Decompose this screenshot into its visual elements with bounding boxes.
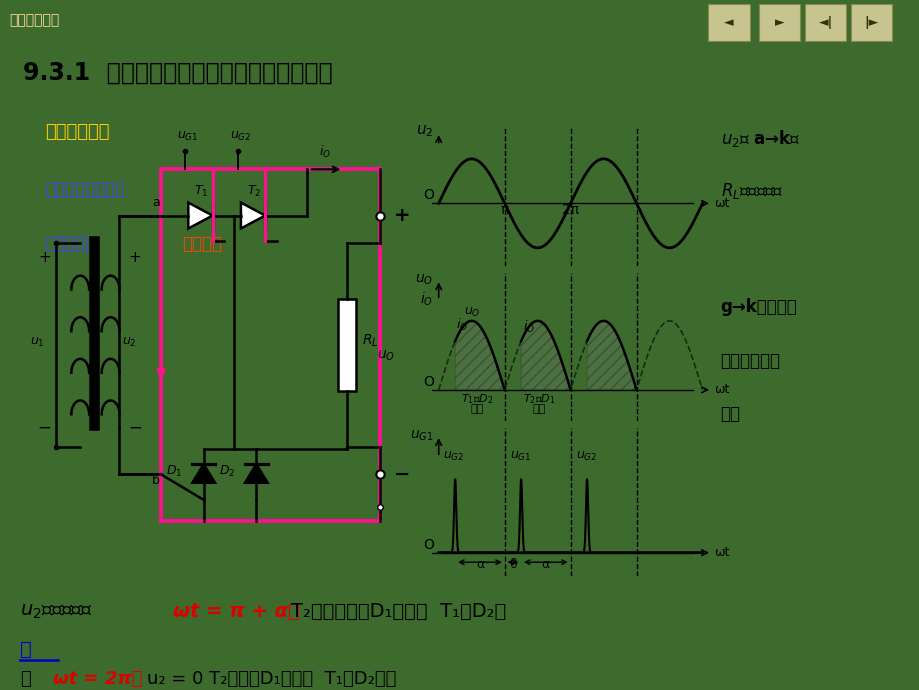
Text: $u_{G1}$: $u_{G1}$: [410, 428, 433, 443]
Text: $D_2$: $D_2$: [219, 464, 235, 479]
Text: $u_O$: $u_O$: [414, 273, 433, 287]
Text: $u_{G2}$: $u_{G2}$: [230, 130, 251, 144]
Text: 导通: 导通: [532, 404, 546, 414]
Text: a: a: [153, 197, 160, 209]
Text: 导通: 导通: [470, 404, 483, 414]
Text: O: O: [423, 375, 434, 389]
Text: π: π: [500, 204, 508, 217]
Text: $u_{G2}$: $u_{G2}$: [443, 450, 464, 463]
Text: $D_1$: $D_1$: [166, 464, 183, 479]
Text: +: +: [393, 206, 410, 225]
Text: 2π: 2π: [562, 204, 579, 217]
Bar: [850, 3, 891, 41]
Text: −: −: [393, 465, 410, 484]
Text: O: O: [423, 538, 434, 552]
Text: $T_1$: $T_1$: [194, 184, 209, 199]
Text: ωt: ωt: [713, 384, 729, 396]
Text: $T_2$、$D_1$: $T_2$、$D_1$: [523, 393, 555, 406]
Text: $u_2$: $u_2$: [415, 124, 433, 139]
Text: 一、工作原理: 一、工作原理: [45, 123, 109, 141]
Bar: [804, 3, 845, 41]
Bar: [708, 3, 749, 41]
Text: u₂ = 0 T₂阻断、D₁截止，  T₁、D₂截止: u₂ = 0 T₂阻断、D₁截止， T₁、D₂截止: [147, 670, 396, 688]
Text: $u_2$、 a→k和: $u_2$、 a→k和: [720, 128, 800, 149]
Text: $u_{G2}$: $u_{G2}$: [576, 450, 597, 463]
Text: 半控整流: 半控整流: [182, 235, 221, 253]
Text: ►: ►: [774, 16, 784, 29]
Text: θ: θ: [508, 558, 516, 571]
Text: +: +: [129, 250, 142, 265]
Text: α: α: [541, 558, 550, 571]
Polygon shape: [188, 203, 212, 228]
Text: 回路: 回路: [720, 405, 740, 423]
Text: 当: 当: [20, 670, 31, 688]
Text: $u_1$: $u_1$: [30, 336, 45, 349]
Text: 两只晶闸管和两只: 两只晶闸管和两只: [45, 181, 125, 199]
Text: $i_O$: $i_O$: [319, 144, 331, 159]
Text: $u_2$负半周，当: $u_2$负半周，当: [20, 602, 93, 621]
Text: $T_1$、$D_2$: $T_1$、$D_2$: [460, 393, 493, 406]
Text: 腾越电子技术: 腾越电子技术: [9, 13, 60, 27]
Text: α: α: [475, 558, 483, 571]
Text: $R_L$: $R_L$: [361, 333, 378, 349]
Text: +: +: [39, 250, 51, 265]
Text: b: b: [153, 474, 160, 486]
Text: $R_L$组成主回路: $R_L$组成主回路: [720, 181, 782, 201]
Bar: [338, 299, 356, 391]
Text: 电路组成触发: 电路组成触发: [720, 352, 779, 370]
Text: T₂触发导通、D₁导通，  T₁、D₂截: T₂触发导通、D₁导通， T₁、D₂截: [290, 602, 505, 621]
Text: ◄: ◄: [723, 16, 733, 29]
Text: $u_{G1}$: $u_{G1}$: [510, 450, 531, 463]
Text: 止: 止: [20, 640, 32, 659]
Text: $i_O$: $i_O$: [456, 317, 468, 333]
Polygon shape: [192, 464, 215, 483]
Polygon shape: [241, 203, 265, 228]
Text: $u_O$: $u_O$: [376, 349, 394, 363]
Text: ωt = 2π，: ωt = 2π，: [53, 670, 142, 688]
Text: O: O: [423, 188, 434, 202]
Text: $T_2$: $T_2$: [247, 184, 261, 199]
Text: $u_{G1}$: $u_{G1}$: [177, 130, 199, 144]
Text: −: −: [38, 419, 51, 437]
Text: ◄|: ◄|: [818, 16, 832, 29]
Text: |►: |►: [864, 16, 878, 29]
Text: ωt = π + α，: ωt = π + α，: [173, 602, 300, 621]
Bar: [758, 3, 800, 41]
Text: −: −: [128, 419, 142, 437]
Text: $i_O$: $i_O$: [523, 319, 535, 335]
Text: $i_O$: $i_O$: [420, 290, 433, 308]
Text: ωt: ωt: [713, 546, 729, 559]
Text: ωt: ωt: [713, 197, 729, 210]
Polygon shape: [244, 464, 267, 483]
Text: 二极管构成: 二极管构成: [45, 235, 95, 253]
Text: 9.3.1  电阻性负载的单相半控桥式整流电路: 9.3.1 电阻性负载的单相半控桥式整流电路: [23, 61, 333, 84]
Text: $u_O$: $u_O$: [463, 306, 480, 319]
Text: $u_2$: $u_2$: [121, 336, 136, 349]
Text: g→k及其控制: g→k及其控制: [720, 298, 797, 316]
